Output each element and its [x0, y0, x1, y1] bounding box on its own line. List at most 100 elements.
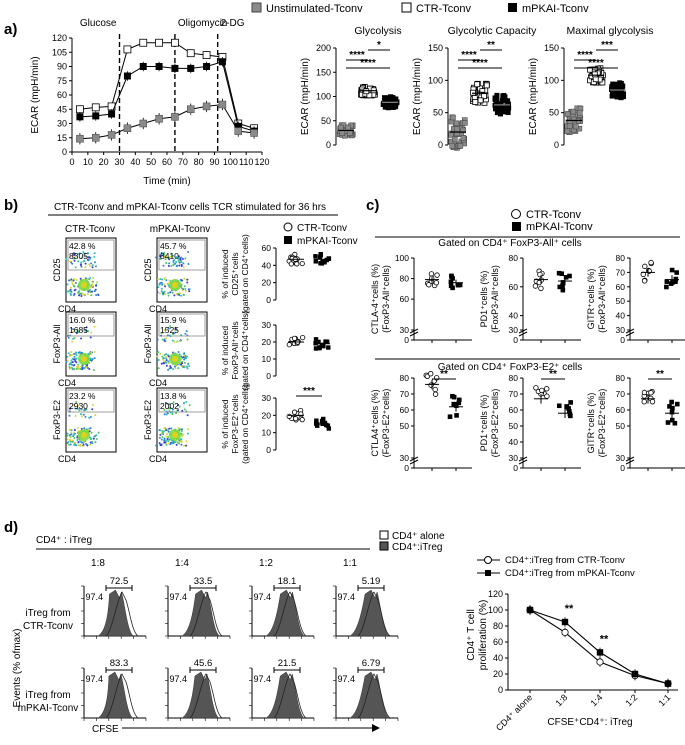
flow-event: [184, 287, 187, 290]
flow-event: [167, 355, 170, 358]
d-hist-filled: [97, 671, 134, 719]
b-scatter-point: [313, 254, 318, 259]
flow-event: [184, 332, 187, 335]
flow-event: [94, 288, 97, 291]
flow-event: [85, 366, 88, 369]
scatter-point: [477, 97, 484, 104]
c-scatter-point: [533, 385, 539, 391]
flow-xlabel: CD4: [58, 304, 76, 314]
flow-event: [156, 351, 159, 354]
flow-event: [171, 291, 174, 294]
flow-event: [93, 261, 96, 264]
flow-event: [86, 258, 89, 261]
flow-event: [172, 332, 175, 335]
prolif-series-line: [529, 609, 669, 685]
scatter-point: [385, 105, 391, 111]
flow-event: [179, 258, 182, 261]
flow-event: [70, 351, 73, 354]
prolif-ytick-label: 100: [488, 605, 503, 615]
b-scatter-point: [291, 335, 298, 341]
flow-event: [177, 259, 180, 262]
b-scatter-ytick-label: 40: [262, 260, 272, 270]
b-scatter-point: [319, 261, 325, 266]
scatter-title: Maximal glycolysis: [567, 25, 654, 37]
scatter-point: [570, 108, 577, 115]
flow-event: [76, 438, 79, 441]
tc-point: [155, 63, 163, 70]
flow-event: [180, 430, 183, 433]
c-scatter-ytick-label: 70: [616, 267, 626, 277]
flow-event: [178, 428, 181, 431]
flow-dense-center: [172, 432, 178, 438]
legend-ctr-label: CTR-Tconv: [416, 3, 472, 15]
c-scatter-point: [642, 263, 648, 270]
prolif-point: [596, 649, 604, 656]
b-scatter-point: [294, 261, 300, 267]
scatter-point: [500, 105, 506, 111]
scatter-point: [592, 76, 599, 83]
flow-event: [93, 256, 96, 259]
panel-label-b: b): [4, 197, 18, 214]
flow-event: [164, 340, 167, 343]
flow-event: [69, 440, 72, 443]
flow-event: [164, 257, 167, 260]
flow-event: [71, 340, 74, 343]
tc-point: [139, 119, 147, 128]
flow-event: [170, 427, 173, 430]
flow-event: [175, 264, 178, 267]
flow-event: [91, 264, 94, 267]
tc-xtick-label: 50: [146, 157, 156, 167]
flow-event: [158, 436, 161, 439]
flow-event: [80, 265, 83, 268]
flow-event: [86, 364, 89, 367]
flow-event: [70, 354, 73, 357]
c-scatter-point: [457, 282, 463, 288]
flow-event: [82, 293, 85, 296]
tc-point: [76, 134, 84, 143]
c-scatter-point: [434, 272, 440, 278]
flow-event: [159, 255, 162, 258]
c-scatter-ytick-label: 60: [616, 282, 626, 292]
scatter-ytick-label: 150: [316, 67, 331, 77]
flow-event: [85, 326, 88, 329]
flow-event: [95, 434, 98, 437]
flow-event: [92, 437, 95, 440]
scatter-point: [345, 124, 351, 131]
flow-event: [183, 285, 186, 288]
scatter-point: [460, 127, 466, 134]
flow-event: [166, 438, 169, 441]
flow-event: [181, 409, 184, 412]
flow-event: [168, 258, 171, 261]
flow-event: [162, 430, 165, 433]
flow-event: [73, 403, 76, 406]
flow-event: [81, 367, 84, 370]
flow-event: [163, 427, 166, 430]
flow-event: [163, 255, 166, 258]
flow-xlabel: CD4: [149, 454, 167, 464]
c-scatter-point: [560, 280, 566, 285]
b-legend-mpkai-marker: [284, 236, 292, 244]
flow-plot-frame: [65, 387, 117, 453]
tc-xtick-label: 70: [178, 157, 188, 167]
b-scatter-ytick-label: 30: [262, 393, 272, 403]
c-scatter-point: [532, 283, 539, 289]
c-scatter-ytick-label: 50: [616, 296, 626, 306]
flow-event: [181, 362, 184, 365]
c-scatter-ytick-label: 30: [400, 325, 410, 335]
c-scatter-ytick-label: 60: [509, 405, 519, 415]
flow-event: [178, 264, 181, 267]
scatter-ytick-label: 150: [544, 43, 559, 53]
d-xaxis-arrowhead: [372, 724, 380, 732]
flow-event: [72, 294, 75, 297]
flow-event: [165, 429, 168, 432]
scatter-point: [501, 97, 507, 103]
legend-unstim-label: Unstimulated-Tconv: [266, 3, 363, 15]
b-scatter-ytick-label: 60: [262, 243, 272, 253]
b-scatter-ytick-label: 0: [266, 445, 271, 455]
flow-event: [171, 339, 174, 342]
b-scatter-sig-label: ***: [303, 386, 315, 397]
c-scatter-point: [450, 393, 455, 399]
flow-event: [167, 435, 170, 438]
d-hist-filled: [97, 589, 135, 637]
